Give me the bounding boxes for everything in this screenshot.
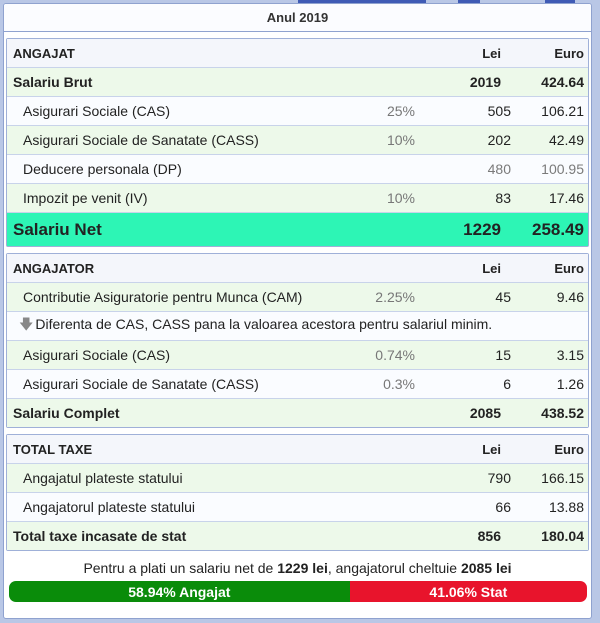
- summary-net: 1229 lei: [277, 560, 328, 576]
- row-euro: 106.21: [541, 103, 584, 119]
- row-euro: 180.04: [541, 528, 584, 544]
- row-lei: 505: [487, 103, 511, 119]
- arrow-down-icon: 🡇: [19, 316, 34, 332]
- salariu-net-row: Salariu Net 1229 258.49: [7, 212, 588, 246]
- row-euro: 100.95: [541, 161, 584, 177]
- column-euro-header: Euro: [554, 260, 584, 276]
- angajat-header-row: ANGAJAT Lei Euro: [7, 39, 588, 67]
- row-euro: 9.46: [556, 289, 584, 305]
- summary-text: Pentru a plati un salariu net de 1229 le…: [4, 559, 591, 577]
- angajat-panel: ANGAJAT Lei Euro Salariu Brut 2019 424.6…: [6, 38, 589, 247]
- cas-row: Asigurari Sociale (CAS) 25% 505 106.21: [7, 96, 588, 125]
- column-name-header: TOTAL TAXE: [13, 441, 93, 457]
- row-percent: 2.25%: [375, 289, 415, 305]
- summary-prefix: Pentru a plati un salariu net de: [83, 560, 278, 576]
- row-lei: 856: [477, 528, 501, 544]
- row-lei: 6: [503, 376, 511, 392]
- cass-row: Asigurari Sociale de Sanatate (CASS) 10%…: [7, 125, 588, 154]
- row-lei: 202: [487, 132, 511, 148]
- cass-employer-row: Asigurari Sociale de Sanatate (CASS) 0.3…: [7, 369, 588, 398]
- row-lei: 15: [495, 347, 511, 363]
- row-label: Deducere personala (DP): [23, 161, 182, 177]
- row-euro: 258.49: [532, 219, 584, 239]
- tab-fragment: [458, 0, 480, 3]
- column-euro-header: Euro: [554, 45, 584, 61]
- angajator-plateste-row: Angajatorul plateste statului 66 13.88: [7, 492, 588, 521]
- column-name-header: ANGAJAT: [13, 45, 75, 61]
- tab-fragment: [545, 0, 575, 3]
- split-bar: 58.94% Angajat 41.06% Stat: [9, 581, 587, 602]
- row-lei: 480: [487, 161, 511, 177]
- row-euro: 424.64: [541, 74, 584, 90]
- year-header: Anul 2019: [4, 4, 591, 32]
- row-label: Contributie Asiguratorie pentru Munca (C…: [23, 289, 303, 305]
- row-lei: 66: [495, 499, 511, 515]
- row-euro: 438.52: [541, 405, 584, 421]
- angajator-panel: ANGAJATOR Lei Euro Contributie Asigurato…: [6, 253, 589, 428]
- summary-total: 2085 lei: [460, 560, 512, 576]
- row-label: Angajatorul plateste statului: [23, 499, 195, 515]
- angajator-header-row: ANGAJATOR Lei Euro: [7, 254, 588, 282]
- note-text: Diferenta de CAS, CASS pana la valoarea …: [35, 316, 493, 332]
- row-percent: 10%: [386, 132, 415, 148]
- total-taxe-row: Total taxe incasate de stat 856 180.04: [7, 521, 588, 550]
- row-label: Salariu Complet: [13, 405, 120, 421]
- tab-fragment: [298, 0, 426, 3]
- row-euro: 13.88: [548, 499, 584, 515]
- row-euro: 166.15: [541, 470, 584, 486]
- row-lei: 2019: [469, 74, 501, 90]
- cam-row: Contributie Asiguratorie pentru Munca (C…: [7, 282, 588, 311]
- total-taxe-panel: TOTAL TAXE Lei Euro Angajatul plateste s…: [6, 434, 589, 551]
- row-label: Angajatul plateste statului: [23, 470, 183, 486]
- taxe-header-row: TOTAL TAXE Lei Euro: [7, 435, 588, 463]
- stat-share-segment: 41.06% Stat: [349, 581, 587, 602]
- summary-middle: , angajatorul cheltuie: [327, 560, 461, 576]
- row-euro: 42.49: [548, 132, 584, 148]
- dp-row: Deducere personala (DP) 480 100.95: [7, 154, 588, 183]
- column-euro-header: Euro: [554, 441, 584, 457]
- row-euro: 1.26: [556, 376, 584, 392]
- row-label: Asigurari Sociale de Sanatate (CASS): [23, 132, 259, 148]
- row-label: Total taxe incasate de stat: [13, 528, 187, 544]
- min-salary-note-row: 🡇 Diferenta de CAS, CASS pana la valoarea…: [7, 311, 588, 340]
- column-name-header: ANGAJATOR: [13, 260, 95, 276]
- row-label: Salariu Net: [13, 219, 102, 239]
- row-euro: 3.15: [556, 347, 584, 363]
- row-label: Asigurari Sociale (CAS): [23, 103, 171, 119]
- row-percent: 25%: [386, 103, 415, 119]
- row-lei: 790: [487, 470, 511, 486]
- row-percent: 10%: [386, 190, 415, 206]
- row-lei: 1229: [463, 219, 501, 239]
- row-euro: 17.46: [548, 190, 584, 206]
- row-label: Impozit pe venit (IV): [23, 190, 148, 206]
- row-lei: 83: [495, 190, 511, 206]
- column-lei-header: Lei: [482, 260, 501, 276]
- row-percent: 0.3%: [383, 376, 415, 392]
- row-percent: 0.74%: [375, 347, 415, 363]
- row-label: Asigurari Sociale (CAS): [23, 347, 171, 363]
- column-lei-header: Lei: [482, 441, 501, 457]
- row-label: Salariu Brut: [13, 74, 93, 90]
- angajat-share-segment: 58.94% Angajat: [9, 581, 350, 602]
- salary-calculator: Anul 2019 ANGAJAT Lei Euro Salariu Brut …: [3, 3, 592, 619]
- column-lei-header: Lei: [482, 45, 501, 61]
- angajat-plateste-row: Angajatul plateste statului 790 166.15: [7, 463, 588, 492]
- row-label: Asigurari Sociale de Sanatate (CASS): [23, 376, 259, 392]
- row-lei: 45: [495, 289, 511, 305]
- salariu-brut-row: Salariu Brut 2019 424.64: [7, 67, 588, 96]
- iv-row: Impozit pe venit (IV) 10% 83 17.46: [7, 183, 588, 212]
- row-lei: 2085: [469, 405, 501, 421]
- cas-employer-row: Asigurari Sociale (CAS) 0.74% 15 3.15: [7, 340, 588, 369]
- salariu-complet-row: Salariu Complet 2085 438.52: [7, 398, 588, 427]
